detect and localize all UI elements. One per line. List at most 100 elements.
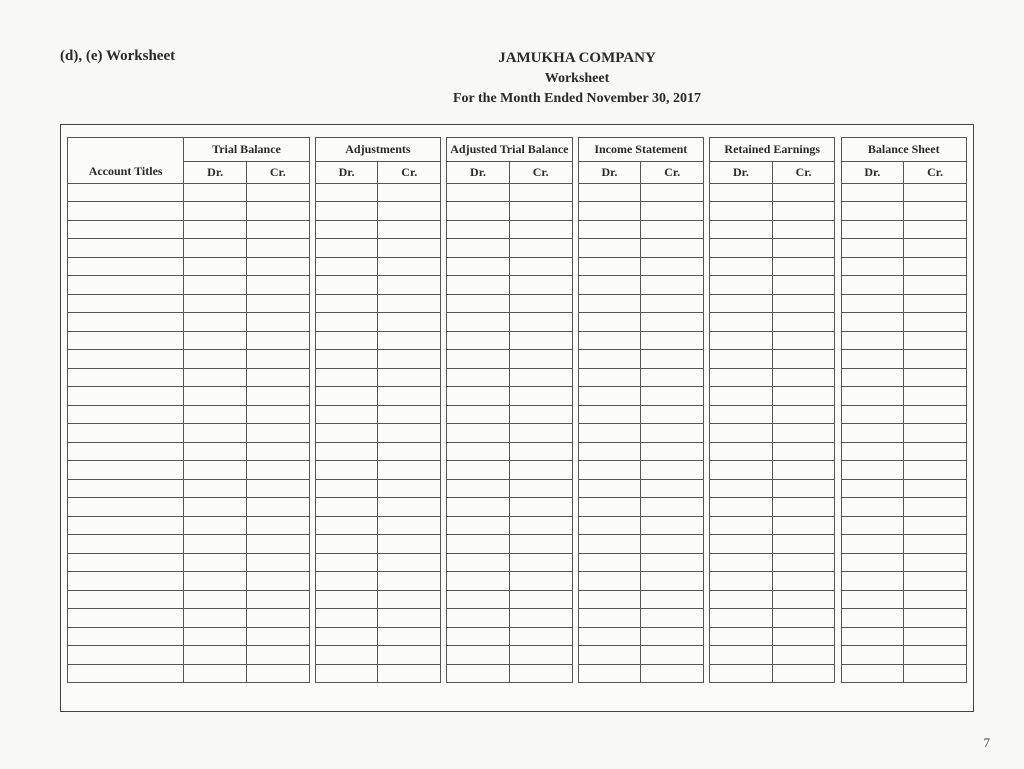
value-cell (710, 257, 773, 276)
value-cell (641, 424, 704, 443)
value-cell (447, 220, 510, 239)
table-row (68, 239, 967, 258)
value-cell (315, 276, 378, 295)
value-cell (447, 368, 510, 387)
table-row (68, 331, 967, 350)
value-cell (246, 350, 309, 369)
value-cell (904, 368, 967, 387)
table-row (68, 183, 967, 202)
value-cell (315, 572, 378, 591)
value-cell (246, 516, 309, 535)
table-row (68, 424, 967, 443)
value-cell (184, 627, 247, 646)
value-cell (710, 609, 773, 628)
value-cell (710, 350, 773, 369)
value-cell (315, 313, 378, 332)
value-cell (904, 239, 967, 258)
value-cell (509, 590, 572, 609)
value-cell (184, 609, 247, 628)
value-cell (710, 313, 773, 332)
value-cell (509, 627, 572, 646)
value-cell (184, 331, 247, 350)
title-block: JAMUKHA COMPANY Worksheet For the Month … (180, 48, 974, 108)
value-cell (772, 479, 835, 498)
value-cell (710, 590, 773, 609)
value-cell (509, 553, 572, 572)
table-row (68, 220, 967, 239)
value-cell (710, 276, 773, 295)
value-cell (184, 535, 247, 554)
value-cell (184, 405, 247, 424)
value-cell (184, 202, 247, 221)
table-row (68, 646, 967, 665)
value-cell (578, 294, 641, 313)
value-cell (772, 331, 835, 350)
value-cell (641, 516, 704, 535)
value-cell (246, 609, 309, 628)
company-name: JAMUKHA COMPANY (180, 48, 974, 69)
value-cell (641, 498, 704, 517)
value-cell (772, 627, 835, 646)
account-cell (68, 553, 184, 572)
group-label: Trial Balance (212, 142, 281, 156)
value-cell (772, 609, 835, 628)
value-cell (772, 516, 835, 535)
value-cell (772, 313, 835, 332)
account-cell (68, 276, 184, 295)
value-cell (641, 664, 704, 683)
value-cell (578, 183, 641, 202)
value-cell (509, 609, 572, 628)
value-cell (841, 294, 904, 313)
dr-header: Dr. (841, 161, 904, 183)
value-cell (509, 664, 572, 683)
value-cell (378, 239, 441, 258)
group-label: Adjusted Trial Balance (450, 142, 568, 156)
value-cell (710, 479, 773, 498)
value-cell (772, 350, 835, 369)
value-cell (710, 572, 773, 591)
value-cell (841, 516, 904, 535)
value-cell (378, 387, 441, 406)
value-cell (509, 183, 572, 202)
value-cell (184, 424, 247, 443)
value-cell (641, 609, 704, 628)
value-cell (378, 664, 441, 683)
value-cell (772, 442, 835, 461)
value-cell (378, 257, 441, 276)
value-cell (841, 646, 904, 665)
value-cell (904, 202, 967, 221)
value-cell (710, 220, 773, 239)
value-cell (315, 609, 378, 628)
value-cell (904, 294, 967, 313)
value-cell (447, 183, 510, 202)
value-cell (184, 664, 247, 683)
value-cell (578, 646, 641, 665)
group-retained-earnings: Retained Earnings (710, 138, 835, 161)
value-cell (378, 461, 441, 480)
value-cell (578, 516, 641, 535)
value-cell (841, 627, 904, 646)
value-cell (641, 590, 704, 609)
value-cell (447, 442, 510, 461)
account-cell (68, 627, 184, 646)
value-cell (447, 479, 510, 498)
value-cell (841, 609, 904, 628)
value-cell (509, 387, 572, 406)
value-cell (772, 590, 835, 609)
group-adjusted-trial: Adjusted Trial Balance (447, 138, 572, 161)
account-cell (68, 535, 184, 554)
value-cell (641, 331, 704, 350)
value-cell (509, 276, 572, 295)
value-cell (841, 368, 904, 387)
value-cell (509, 294, 572, 313)
value-cell (578, 368, 641, 387)
value-cell (904, 257, 967, 276)
value-cell (509, 202, 572, 221)
value-cell (378, 516, 441, 535)
value-cell (509, 646, 572, 665)
account-cell (68, 387, 184, 406)
value-cell (578, 627, 641, 646)
value-cell (378, 553, 441, 572)
value-cell (315, 590, 378, 609)
group-adjustments: Adjustments (315, 138, 440, 161)
